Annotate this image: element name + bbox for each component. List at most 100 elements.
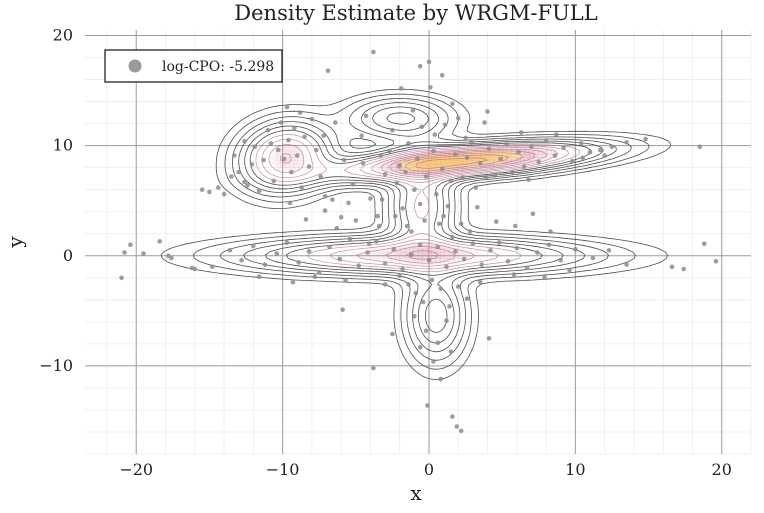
density-heat-cell xyxy=(271,150,277,155)
data-point xyxy=(375,213,381,219)
density-heat-cell xyxy=(449,258,455,263)
density-heat-cell xyxy=(355,251,361,256)
density-heat-cell xyxy=(275,160,281,165)
density-heat-cell xyxy=(284,147,290,152)
density-heat-cell xyxy=(542,157,548,162)
data-point xyxy=(475,205,480,210)
data-point xyxy=(297,110,303,115)
density-heat-cell xyxy=(409,173,415,178)
density-heat-cell xyxy=(298,157,304,162)
density-heat-cell xyxy=(280,144,286,149)
density-heat-cell xyxy=(391,160,397,165)
data-point xyxy=(268,141,274,146)
density-heat-cell xyxy=(364,255,370,259)
density-heat-cell xyxy=(404,166,410,171)
density-heat-cell xyxy=(506,153,512,158)
density-heat-cell xyxy=(400,157,406,162)
density-heat-cell xyxy=(418,261,424,266)
data-point xyxy=(316,270,322,275)
density-heat-cell xyxy=(453,258,459,263)
density-heat-cell xyxy=(298,163,304,168)
data-point xyxy=(432,132,438,137)
data-point xyxy=(420,299,426,305)
density-heat-cell xyxy=(302,160,308,165)
data-points xyxy=(119,49,719,434)
data-point xyxy=(119,275,124,281)
density-heat-cell xyxy=(471,160,477,165)
density-heat-cell xyxy=(298,153,304,158)
data-point xyxy=(415,156,420,162)
density-heat-cell xyxy=(462,157,468,162)
density-heat-cell xyxy=(289,163,295,168)
data-point xyxy=(251,243,256,249)
density-heat-cell xyxy=(404,255,410,259)
density-heat-cell xyxy=(298,150,304,155)
data-point xyxy=(438,286,444,292)
density-heat-cell xyxy=(449,153,455,158)
density-heat-cell xyxy=(449,150,455,155)
data-point xyxy=(290,279,296,285)
density-heat-cell xyxy=(502,160,508,165)
data-point xyxy=(390,331,395,337)
density-heat-cell xyxy=(275,150,281,155)
data-point xyxy=(400,206,405,211)
data-point xyxy=(423,174,429,179)
density-heat-cell xyxy=(284,150,290,155)
density-heat-cell xyxy=(418,166,424,171)
data-point xyxy=(542,275,547,281)
data-point xyxy=(327,244,332,250)
density-heat-cell xyxy=(386,166,392,171)
density-heat-cell xyxy=(440,163,446,168)
data-point xyxy=(199,187,205,192)
density-heat-cell xyxy=(418,251,424,256)
density-heat-cell xyxy=(466,160,472,165)
density-heat-cell xyxy=(413,258,419,263)
density-heat-cell xyxy=(546,150,552,155)
density-heat-cell xyxy=(435,163,441,168)
data-point xyxy=(561,145,566,151)
data-point xyxy=(546,242,552,248)
density-heat-cell xyxy=(533,147,539,152)
data-point xyxy=(425,403,430,408)
density-heat-cell xyxy=(529,160,535,165)
data-point xyxy=(284,104,290,110)
data-point xyxy=(271,178,277,184)
data-point xyxy=(479,262,485,267)
density-heat-cell xyxy=(480,147,486,152)
density-heat-cell xyxy=(369,248,375,253)
density-heat-cell xyxy=(293,144,299,149)
density-heat-cell xyxy=(489,157,495,162)
data-point xyxy=(312,274,318,280)
data-point xyxy=(530,211,536,217)
data-point xyxy=(169,255,174,261)
density-heat-cell xyxy=(462,163,468,168)
density-heat-cell xyxy=(520,160,526,165)
density-heat-cell xyxy=(506,157,512,162)
density-heat-cell xyxy=(426,163,432,168)
data-point xyxy=(681,266,686,272)
density-heat-cell xyxy=(386,251,392,256)
data-point xyxy=(397,273,403,278)
data-point xyxy=(356,263,362,269)
density-heat-cell xyxy=(275,166,281,171)
data-point xyxy=(524,265,530,271)
density-heat-cell xyxy=(409,163,415,168)
data-point xyxy=(346,200,351,206)
density-heat-cell xyxy=(289,147,295,152)
density-heat-cell xyxy=(280,160,286,165)
density-heat-cell xyxy=(440,173,446,178)
density-heat-cell xyxy=(400,166,406,171)
data-point xyxy=(643,136,648,142)
data-point xyxy=(382,172,388,177)
density-heat-cell xyxy=(360,249,365,253)
density-heat-cell xyxy=(284,153,290,158)
density-heat-cell xyxy=(413,245,419,250)
density-heat-cell xyxy=(275,163,281,168)
density-heat-cell xyxy=(280,166,286,171)
density-heat-cell xyxy=(444,261,450,266)
data-point xyxy=(292,125,297,131)
density-heat-cell xyxy=(298,160,304,165)
density-heat-cell xyxy=(440,242,446,246)
data-point xyxy=(128,242,133,248)
legend-marker xyxy=(128,59,142,73)
